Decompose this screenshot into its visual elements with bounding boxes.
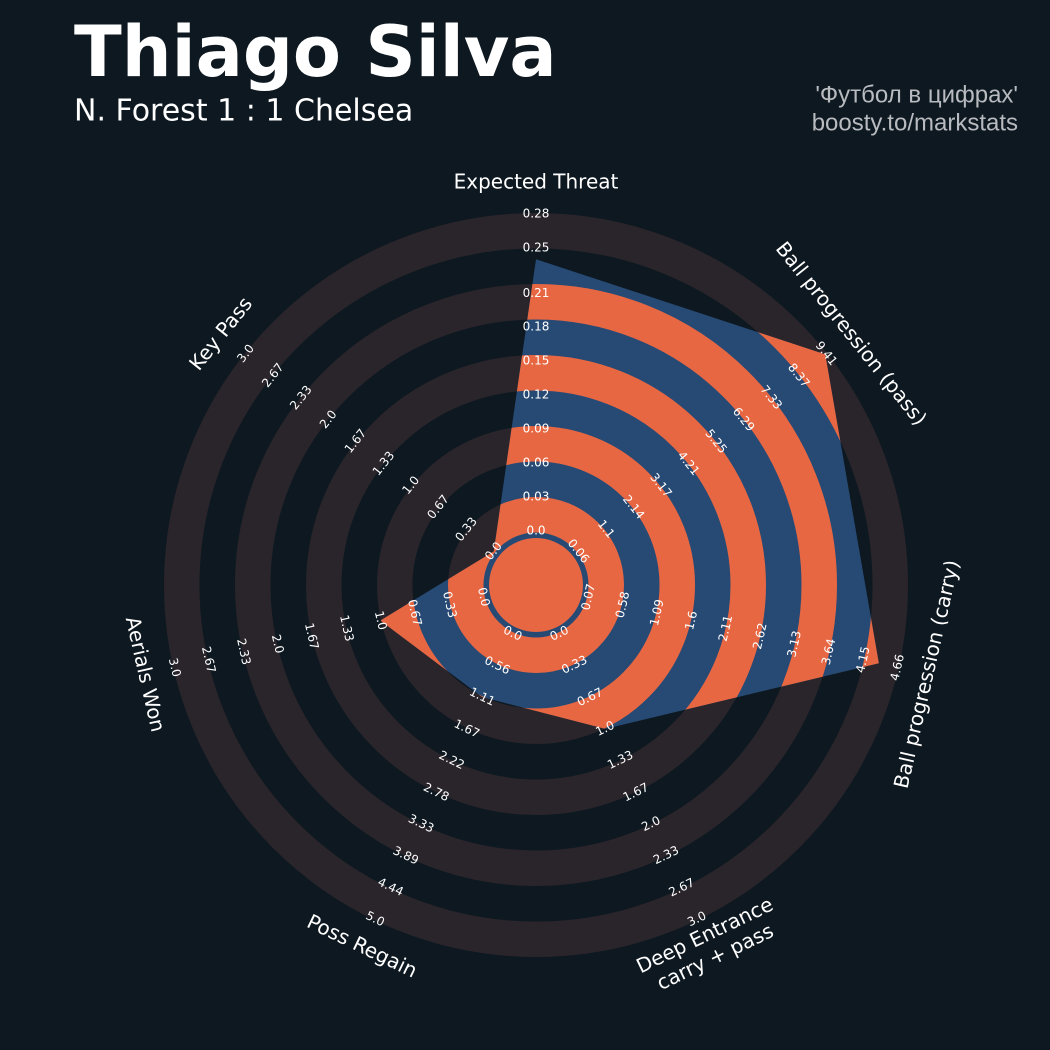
tick-label: 1.09 <box>647 598 667 627</box>
tick-label: 0.06 <box>523 456 550 470</box>
tick-label: 0.07 <box>578 582 598 611</box>
tick-label: 2.67 <box>199 645 219 674</box>
tick-label: 0.0 <box>475 586 493 608</box>
tick-label: 0.12 <box>523 388 550 402</box>
tick-label: 0.03 <box>523 490 550 504</box>
tick-label: 0.25 <box>523 240 550 254</box>
tick-label: 4.15 <box>853 645 873 674</box>
tick-label: 0.18 <box>523 320 550 334</box>
stripe <box>380 284 837 729</box>
tick-label: 2.11 <box>716 614 736 643</box>
tick-label: 2.0 <box>269 633 287 655</box>
center-circle <box>489 538 583 632</box>
tick-label: 0.28 <box>523 207 550 221</box>
param-label: Expected Threat <box>454 170 619 194</box>
tick-label: 1.33 <box>337 614 357 643</box>
tick-label: 0.15 <box>523 354 550 368</box>
ring <box>164 213 908 957</box>
tick-label: 1.0 <box>372 610 390 632</box>
credit: boosty.to/markstats <box>812 109 1018 136</box>
tick-label: 3.64 <box>819 637 839 666</box>
tick-label: 1.6 <box>682 610 700 632</box>
stripe <box>380 355 766 729</box>
tick-label: 0.67 <box>405 598 425 627</box>
tick-label: 0.0 <box>526 524 545 538</box>
tick-label: 2.62 <box>750 622 770 651</box>
chart-title: Thiago Silva <box>74 11 557 93</box>
credit: 'Футбол в цифрах' <box>815 81 1018 108</box>
stripe <box>448 497 624 673</box>
tick-label: 4.66 <box>887 653 907 682</box>
tick-label: 0.21 <box>523 286 550 300</box>
tick-label: 2.33 <box>234 637 254 666</box>
tick-label: 0.09 <box>523 422 550 436</box>
tick-label: 0.33 <box>440 590 460 619</box>
tick-label: 1.67 <box>302 622 322 651</box>
tick-label: 0.58 <box>613 590 633 619</box>
tick-label: 3.13 <box>784 629 804 658</box>
tick-label: 3.0 <box>166 657 184 679</box>
chart-subtitle: N. Forest 1 : 1 Chelsea <box>74 94 413 129</box>
